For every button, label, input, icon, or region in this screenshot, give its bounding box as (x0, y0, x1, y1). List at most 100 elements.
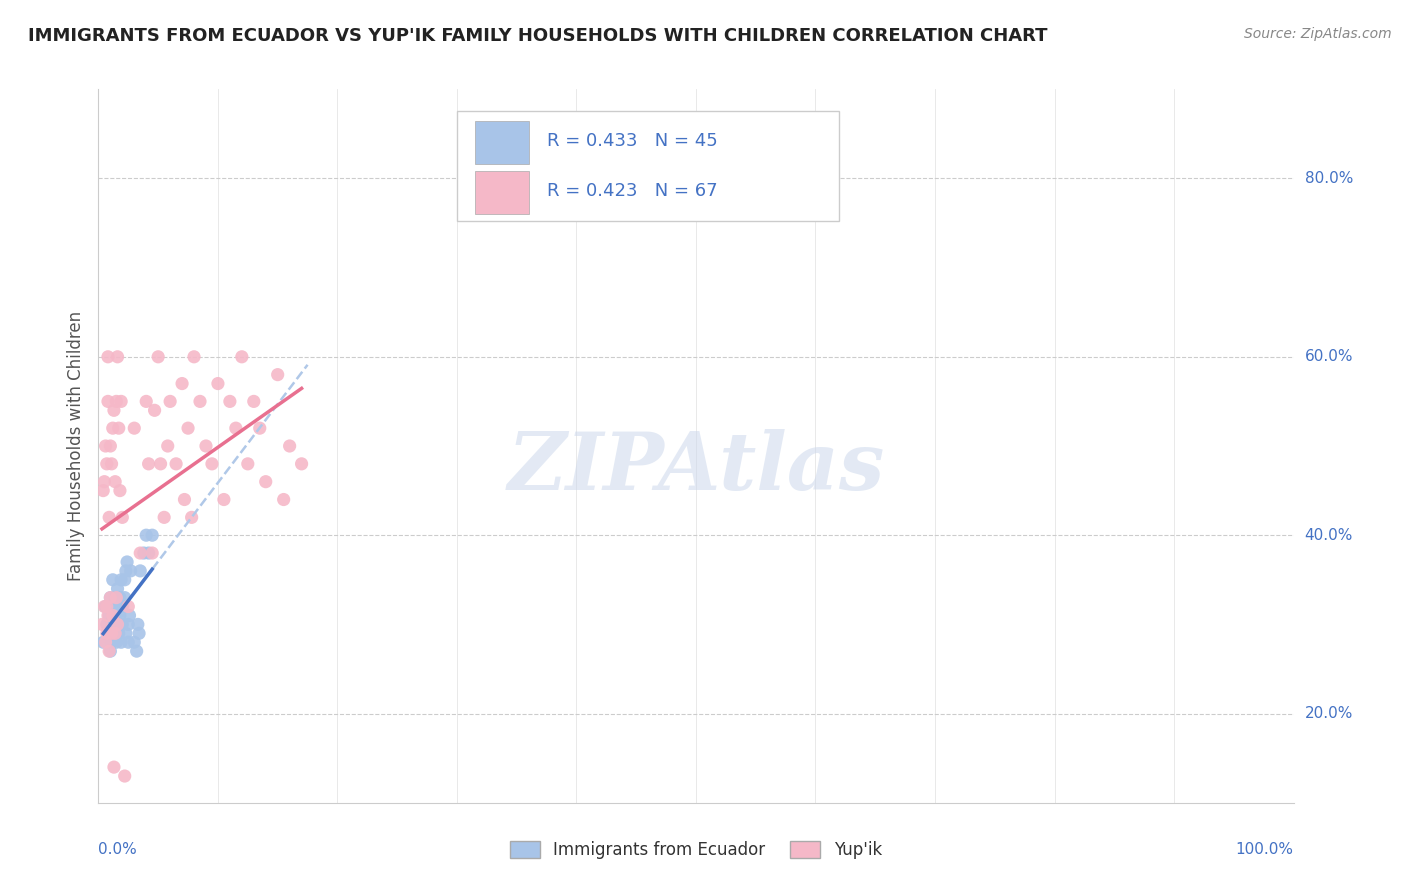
Point (236, 457, 259, 471)
Point (98, 591, 122, 605)
Point (101, 573, 124, 587)
Point (105, 394, 128, 409)
Point (110, 394, 132, 409)
Point (173, 492, 195, 507)
Text: R = 0.423   N = 67: R = 0.423 N = 67 (547, 182, 717, 200)
Point (111, 599, 134, 614)
Point (98, 644, 121, 658)
Point (107, 617, 129, 632)
Point (141, 546, 163, 560)
Point (96, 599, 118, 614)
Point (100, 635, 122, 649)
Text: Source: ZipAtlas.com: Source: ZipAtlas.com (1244, 27, 1392, 41)
Point (125, 644, 148, 658)
Point (114, 573, 136, 587)
Point (201, 457, 224, 471)
Point (127, 617, 149, 632)
Point (143, 403, 166, 417)
Point (104, 475, 127, 489)
Point (100, 457, 122, 471)
Point (177, 421, 200, 435)
Point (107, 421, 129, 435)
Y-axis label: Family Households with Children: Family Households with Children (66, 311, 84, 581)
Point (103, 608, 125, 623)
Point (159, 394, 181, 409)
Point (231, 350, 253, 364)
Text: ZIPAtlas: ZIPAtlas (508, 429, 884, 506)
Point (97, 626, 120, 640)
Point (120, 564, 142, 578)
Point (114, 591, 136, 605)
Point (98, 439, 122, 453)
Point (108, 591, 131, 605)
Point (243, 394, 266, 409)
Point (91, 483, 114, 498)
Point (97, 350, 120, 364)
Point (225, 421, 247, 435)
Point (117, 635, 139, 649)
Point (267, 368, 290, 382)
Point (105, 591, 128, 605)
Point (115, 564, 138, 578)
Point (107, 350, 129, 364)
Point (96, 617, 118, 632)
Point (94, 635, 117, 649)
Legend: Immigrants from Ecuador, Yup'ik: Immigrants from Ecuador, Yup'ik (503, 834, 889, 866)
Point (101, 599, 124, 614)
Point (97, 394, 120, 409)
Point (104, 626, 127, 640)
FancyBboxPatch shape (457, 111, 839, 221)
Point (103, 403, 125, 417)
Point (183, 350, 205, 364)
Point (105, 608, 128, 623)
Point (101, 421, 124, 435)
Point (115, 555, 138, 569)
Point (103, 626, 125, 640)
Point (91, 635, 114, 649)
Point (96, 457, 118, 471)
Point (103, 760, 125, 774)
Point (129, 546, 152, 560)
Point (117, 617, 139, 632)
Point (129, 564, 152, 578)
Point (124, 635, 146, 649)
Point (94, 599, 117, 614)
Point (100, 626, 122, 640)
Point (111, 617, 134, 632)
Point (291, 457, 314, 471)
Point (93, 475, 115, 489)
Point (94, 439, 117, 453)
Point (153, 510, 176, 524)
Point (91, 617, 114, 632)
Point (105, 635, 128, 649)
Point (180, 510, 202, 524)
Point (165, 457, 187, 471)
Point (101, 608, 124, 623)
Point (207, 376, 229, 391)
Point (278, 439, 301, 453)
Point (96, 626, 118, 640)
Point (124, 421, 146, 435)
Point (118, 608, 141, 623)
Text: 80.0%: 80.0% (1305, 171, 1353, 186)
Text: IMMIGRANTS FROM ECUADOR VS YUP'IK FAMILY HOUSEHOLDS WITH CHILDREN CORRELATION CH: IMMIGRANTS FROM ECUADOR VS YUP'IK FAMILY… (28, 27, 1047, 45)
Point (107, 599, 129, 614)
Point (114, 769, 136, 783)
Point (98, 591, 122, 605)
Point (97, 608, 120, 623)
Point (132, 546, 155, 560)
Point (110, 635, 132, 649)
Point (149, 457, 172, 471)
Point (148, 350, 170, 364)
Point (249, 421, 271, 435)
Point (110, 573, 132, 587)
Point (128, 626, 150, 640)
Point (138, 546, 160, 560)
Point (188, 394, 211, 409)
Text: 100.0%: 100.0% (1236, 842, 1294, 856)
Point (135, 528, 157, 542)
Point (138, 457, 160, 471)
Point (212, 492, 235, 507)
Point (219, 394, 242, 409)
Text: 20.0%: 20.0% (1305, 706, 1353, 721)
